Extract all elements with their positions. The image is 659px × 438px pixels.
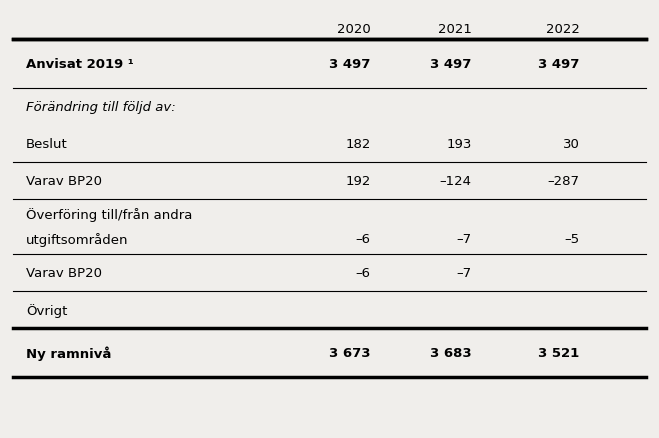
Text: –7: –7 — [457, 266, 472, 279]
Text: 192: 192 — [345, 175, 370, 187]
Text: Övrigt: Övrigt — [26, 303, 67, 317]
Text: 2022: 2022 — [546, 23, 579, 36]
Text: 193: 193 — [446, 138, 472, 151]
Text: 2021: 2021 — [438, 23, 472, 36]
Text: –287: –287 — [548, 175, 579, 187]
Text: –6: –6 — [356, 233, 370, 246]
Text: Ny ramnivå: Ny ramnivå — [26, 345, 111, 360]
Text: 182: 182 — [345, 138, 370, 151]
Text: –5: –5 — [564, 233, 579, 246]
Text: 2020: 2020 — [337, 23, 370, 36]
Text: 3 683: 3 683 — [430, 346, 472, 359]
Text: 3 497: 3 497 — [330, 58, 370, 71]
Text: Anvisat 2019 ¹: Anvisat 2019 ¹ — [26, 58, 134, 71]
Text: Överföring till/från andra: Överföring till/från andra — [26, 208, 192, 222]
Text: 3 497: 3 497 — [430, 58, 472, 71]
Text: –124: –124 — [440, 175, 472, 187]
Text: utgiftsområden: utgiftsområden — [26, 232, 129, 246]
Text: Beslut: Beslut — [26, 138, 68, 151]
Text: 30: 30 — [563, 138, 579, 151]
Text: Varav BP20: Varav BP20 — [26, 266, 102, 279]
Text: Förändring till följd av:: Förändring till följd av: — [26, 101, 175, 113]
Text: Varav BP20: Varav BP20 — [26, 175, 102, 187]
Text: –6: –6 — [356, 266, 370, 279]
Text: 3 497: 3 497 — [538, 58, 579, 71]
Text: –7: –7 — [457, 233, 472, 246]
Text: 3 521: 3 521 — [538, 346, 579, 359]
Text: 3 673: 3 673 — [329, 346, 370, 359]
